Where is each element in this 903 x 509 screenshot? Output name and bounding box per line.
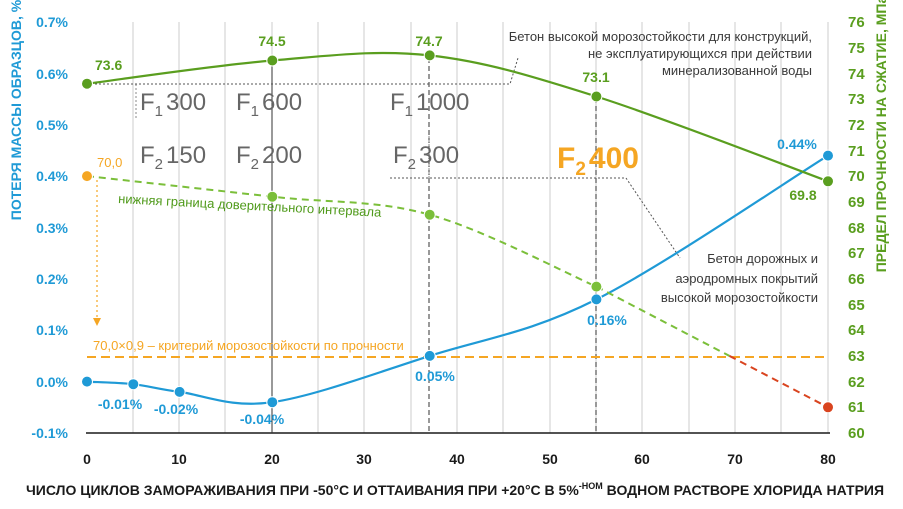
- grade-labels: F1 300 F1 600 F1 1000 F2 150 F2 200 F2 300 F2 4…: [140, 89, 639, 180]
- reference-line: 70,0×0,9 – критерий морозостойкости по п…: [87, 155, 828, 358]
- lower-bound-label: нижняя граница доверительного интервала: [118, 191, 383, 220]
- x-axis-title: ЧИСЛО ЦИКЛОВ ЗАМОРАЖИВАНИЯ ПРИ -50°С И О…: [26, 481, 884, 498]
- grade-label: F1 1000: [390, 89, 469, 120]
- x-tick-label: 30: [356, 451, 372, 467]
- grade-label: F2 300: [393, 142, 459, 173]
- mass-loss-point: [423, 349, 436, 362]
- marker-layer: [81, 49, 834, 414]
- y-left-axis-title: ПОТЕРЯ МАССЫ ОБРАЗЦОВ, %: [8, 0, 24, 220]
- y-left-tick-label: 0.4%: [36, 168, 68, 184]
- x-tick-label: 50: [542, 451, 558, 467]
- grade-label: F1 600: [236, 89, 302, 120]
- green-data-label: 74.7: [415, 33, 442, 49]
- lower-bound-point: [266, 190, 279, 203]
- y-left-tick-label: 0.2%: [36, 271, 68, 287]
- y-right-tick-label: 68: [848, 220, 865, 237]
- y-right-tick-label: 69: [848, 194, 865, 211]
- lower-bound-end-point: [822, 401, 834, 414]
- strength-point: [822, 175, 834, 188]
- y-right-tick-label: 60: [848, 425, 865, 442]
- y-left-tick-label: 0.0%: [36, 374, 68, 390]
- start-value-label: 70,0: [97, 155, 122, 170]
- green-data-labels: 73.6 74.5 74.7 73.1 69.8: [95, 33, 817, 203]
- mass-loss-point: [822, 149, 834, 162]
- grade-label-highlight: F2 400: [557, 142, 639, 180]
- blue-data-label: 0.05%: [415, 368, 455, 384]
- note-high-line: Бетон высокой морозостойкости для констр…: [509, 29, 812, 44]
- lower-bound-line-fail: [729, 355, 829, 409]
- y-right-tick-label: 72: [848, 117, 865, 134]
- y-left-tick-label: 0.1%: [36, 322, 68, 338]
- x-tick-label: 60: [634, 451, 650, 467]
- y-right-tick-label: 64: [848, 322, 865, 339]
- right-axis: 60 61 62 63 64 65 66 67 68 69 70 71 72 7…: [848, 0, 889, 442]
- y-left-tick-label: 0.6%: [36, 66, 68, 82]
- blue-data-label: 0.44%: [777, 136, 817, 152]
- green-data-label: 74.5: [258, 33, 285, 49]
- note-high-line: минерализованной воды: [662, 63, 812, 78]
- x-tick-label: 10: [171, 451, 187, 467]
- lower-bound-point: [590, 280, 603, 293]
- grade-label: F2 150: [140, 142, 206, 173]
- strength-point: [590, 90, 603, 103]
- strength-point: [81, 77, 93, 90]
- green-data-label: 69.8: [789, 187, 816, 203]
- lower-bound-point: [423, 208, 436, 221]
- x-tick-label: 70: [727, 451, 743, 467]
- y-left-tick-label: 0.3%: [36, 220, 68, 236]
- blue-data-label: 0.16%: [587, 312, 627, 328]
- mass-loss-point: [590, 293, 603, 306]
- x-tick-label: 20: [264, 451, 280, 467]
- y-right-tick-label: 61: [848, 399, 865, 416]
- lower-bound-start-point: [81, 170, 93, 183]
- y-left-tick-label: 0.7%: [36, 14, 68, 30]
- y-right-tick-label: 67: [848, 245, 865, 262]
- y-right-tick-label: 74: [848, 66, 865, 83]
- y-right-tick-label: 65: [848, 297, 865, 314]
- y-right-tick-label: 75: [848, 40, 865, 57]
- lower-bound-line-tail: [595, 285, 730, 357]
- mass-loss-point: [127, 378, 140, 391]
- mass-loss-point: [173, 385, 186, 398]
- y-right-tick-label: 70: [848, 168, 865, 185]
- x-tick-label: 40: [449, 451, 465, 467]
- blue-data-label: -0.01%: [98, 396, 143, 412]
- note-road-line: Бетон дорожных и: [707, 251, 818, 266]
- note-road-line: высокой морозостойкости: [661, 290, 818, 305]
- green-data-label: 73.6: [95, 57, 122, 73]
- left-axis: -0.1% 0.0% 0.1% 0.2% 0.3% 0.4% 0.5% 0.6%…: [8, 0, 69, 441]
- y-right-tick-label: 71: [848, 143, 865, 160]
- y-right-tick-label: 62: [848, 374, 865, 391]
- lower-bound-line: [86, 175, 597, 288]
- mass-loss-line: [86, 154, 829, 405]
- blue-data-labels: -0.01% -0.02% -0.04% 0.05% 0.16% 0.44%: [98, 136, 818, 427]
- blue-data-label: -0.04%: [240, 411, 285, 427]
- y-right-tick-label: 66: [848, 271, 865, 288]
- note-high-line: не эксплуатирующихся при действии: [588, 46, 812, 61]
- mass-loss-point: [266, 396, 279, 409]
- note-road-line: аэродромных покрытий: [675, 271, 818, 286]
- strength-point: [266, 54, 279, 67]
- green-data-label: 73.1: [582, 69, 609, 85]
- x-tick-label: 80: [820, 451, 836, 467]
- y-left-tick-label: 0.5%: [36, 117, 68, 133]
- marker-guides: [87, 57, 681, 433]
- y-right-axis-title: ПРЕДЕЛ ПРОЧНОСТИ НА СЖАТИЕ, МПа: [873, 0, 889, 272]
- grade-label: F2 200: [236, 142, 302, 173]
- annotations: нижняя граница доверительного интервала …: [118, 29, 818, 305]
- y-left-tick-label: -0.1%: [31, 425, 68, 441]
- strength-point: [423, 49, 436, 62]
- x-tick-label: 0: [83, 451, 91, 467]
- x-axis: 0 10 20 30 40 50 60 70 80 ЧИСЛО ЦИКЛОВ З…: [26, 432, 884, 498]
- mass-loss-point: [81, 375, 93, 388]
- gridlines: [132, 22, 829, 433]
- reference-line-label: 70,0×0,9 – критерий морозостойкости по п…: [93, 338, 404, 353]
- y-right-tick-label: 63: [848, 348, 865, 365]
- grade-label: F1 300: [140, 89, 206, 120]
- blue-data-label: -0.02%: [154, 401, 199, 417]
- y-right-tick-label: 73: [848, 91, 865, 108]
- y-right-tick-label: 76: [848, 14, 865, 31]
